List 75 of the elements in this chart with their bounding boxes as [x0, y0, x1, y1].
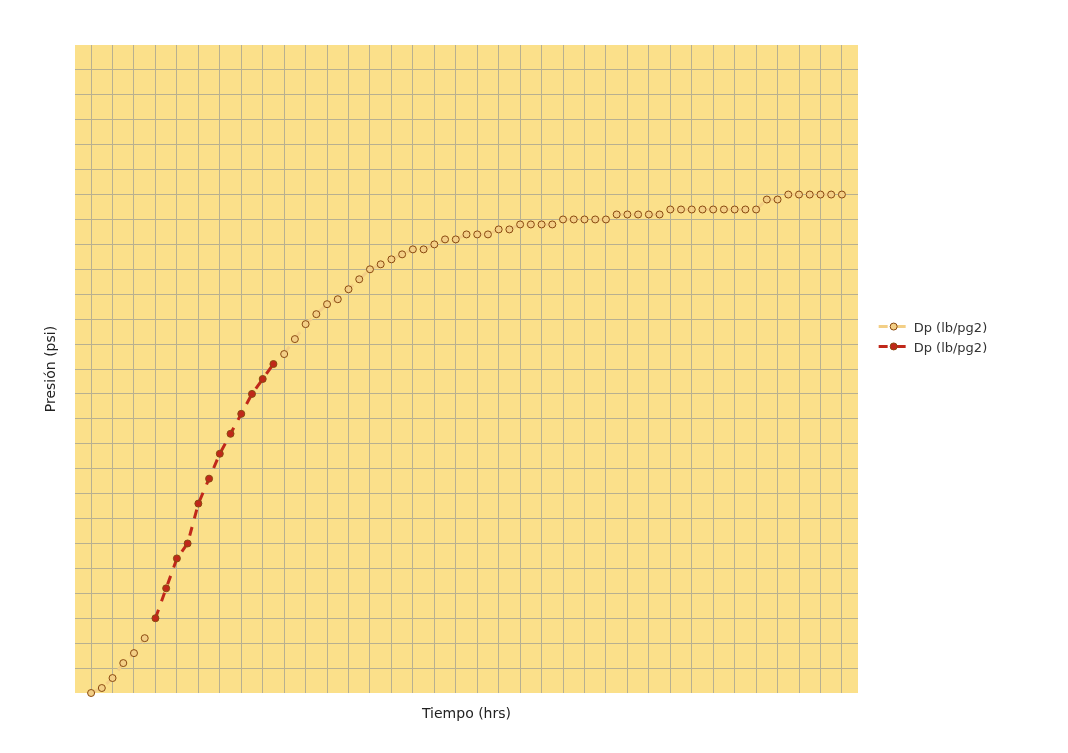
point [258, 374, 267, 383]
point [666, 205, 675, 214]
point [623, 210, 632, 219]
point [226, 429, 235, 438]
point [441, 235, 450, 244]
point [741, 205, 750, 214]
point [119, 659, 128, 668]
point [559, 215, 568, 224]
point [140, 634, 149, 643]
point [698, 205, 707, 214]
point [827, 190, 836, 199]
point [494, 225, 503, 234]
point [730, 205, 739, 214]
point [97, 684, 106, 693]
point [709, 205, 718, 214]
point [483, 230, 492, 239]
point [290, 335, 299, 344]
point [408, 245, 417, 254]
point [323, 300, 332, 309]
point [87, 689, 96, 697]
point [601, 215, 610, 224]
point [269, 360, 278, 369]
legend-label: Dp (lb/pg2) [913, 319, 988, 335]
point [644, 210, 653, 219]
point [419, 245, 428, 254]
point [280, 350, 289, 359]
point [773, 195, 782, 204]
point [398, 250, 407, 259]
point [548, 220, 557, 229]
point [387, 255, 396, 264]
point [247, 389, 256, 398]
point [451, 235, 460, 244]
point [430, 240, 439, 249]
point [537, 220, 546, 229]
point [816, 190, 825, 199]
point [526, 220, 535, 229]
point [355, 275, 364, 284]
point [591, 215, 600, 224]
point [172, 554, 181, 563]
point [108, 674, 117, 683]
point [205, 474, 214, 483]
point [333, 295, 342, 304]
point [687, 205, 696, 214]
point [473, 230, 482, 239]
point [376, 260, 385, 269]
point [516, 220, 525, 229]
point [312, 310, 321, 319]
legend-label: Dp (lb/pg2) [913, 339, 988, 355]
point [183, 539, 192, 548]
point [612, 210, 621, 219]
point [784, 190, 793, 199]
point [752, 205, 761, 214]
point [129, 649, 138, 658]
point [344, 285, 353, 294]
point [719, 205, 728, 214]
point [215, 449, 224, 458]
point [151, 614, 160, 623]
point [462, 230, 471, 239]
point [569, 215, 578, 224]
point [795, 190, 804, 199]
point [237, 409, 246, 418]
point [365, 265, 374, 274]
point [505, 225, 514, 234]
x-axis-title: Tiempo (hrs) [420, 705, 512, 722]
point [677, 205, 686, 214]
point [580, 215, 589, 224]
point [762, 195, 771, 204]
point [162, 584, 171, 593]
point [655, 210, 664, 219]
point [634, 210, 643, 219]
point [301, 320, 310, 329]
y-axis-title: Presión (psi) [41, 325, 58, 413]
point [805, 190, 814, 199]
point [837, 190, 846, 199]
point [194, 499, 203, 508]
